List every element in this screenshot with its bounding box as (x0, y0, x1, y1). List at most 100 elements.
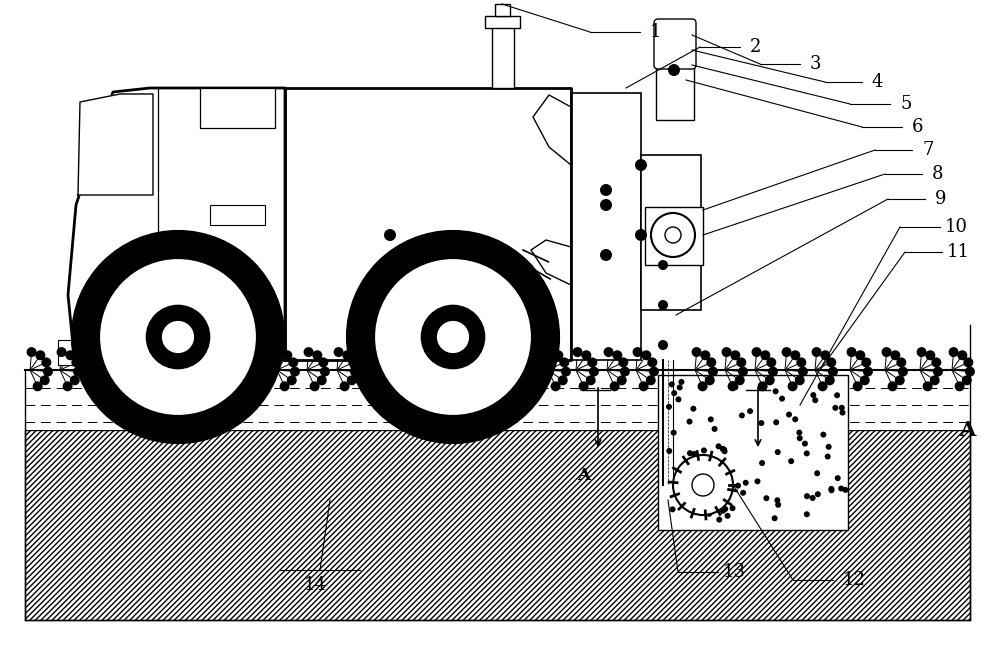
Circle shape (740, 490, 746, 496)
Text: 3: 3 (810, 55, 822, 73)
Circle shape (523, 381, 533, 392)
Circle shape (755, 478, 761, 484)
Circle shape (839, 405, 845, 411)
Circle shape (666, 404, 672, 410)
Circle shape (127, 350, 137, 360)
Circle shape (559, 357, 569, 367)
Circle shape (318, 357, 328, 367)
Circle shape (722, 506, 728, 512)
Circle shape (436, 320, 470, 354)
Circle shape (818, 381, 828, 392)
Circle shape (160, 375, 170, 385)
Circle shape (838, 486, 844, 491)
Circle shape (671, 430, 677, 436)
Circle shape (730, 350, 740, 360)
Circle shape (768, 367, 778, 376)
Circle shape (690, 405, 696, 412)
Circle shape (853, 381, 863, 392)
Circle shape (706, 511, 712, 517)
Circle shape (834, 392, 840, 398)
Circle shape (553, 350, 563, 360)
Circle shape (917, 347, 927, 357)
Text: 12: 12 (843, 571, 866, 589)
Circle shape (95, 381, 105, 392)
Circle shape (146, 306, 210, 369)
Text: 6: 6 (912, 118, 924, 136)
Circle shape (669, 381, 675, 388)
Circle shape (701, 447, 707, 453)
Circle shape (384, 229, 396, 241)
Circle shape (99, 258, 257, 416)
Circle shape (842, 487, 848, 493)
Circle shape (775, 502, 781, 508)
Circle shape (673, 475, 679, 481)
Circle shape (586, 375, 596, 385)
Circle shape (797, 435, 803, 442)
Circle shape (825, 375, 835, 385)
Text: 1: 1 (650, 23, 662, 41)
Circle shape (658, 340, 668, 350)
Circle shape (612, 350, 622, 360)
Circle shape (561, 367, 571, 376)
Circle shape (705, 375, 715, 385)
Circle shape (395, 350, 405, 360)
Circle shape (495, 350, 505, 360)
Circle shape (40, 375, 50, 385)
Circle shape (820, 432, 826, 438)
Circle shape (288, 357, 298, 367)
Circle shape (310, 381, 320, 392)
Circle shape (923, 381, 933, 392)
Circle shape (804, 493, 810, 499)
Circle shape (604, 347, 614, 357)
Circle shape (788, 381, 798, 392)
Circle shape (35, 350, 45, 360)
Circle shape (135, 367, 145, 376)
Circle shape (581, 350, 591, 360)
Circle shape (804, 511, 810, 517)
Circle shape (501, 357, 511, 367)
Circle shape (790, 350, 800, 360)
Circle shape (258, 375, 268, 385)
Circle shape (525, 350, 535, 360)
Circle shape (962, 375, 972, 385)
Circle shape (487, 347, 497, 357)
Bar (645, 207, 703, 265)
Circle shape (105, 367, 115, 376)
Circle shape (370, 350, 380, 360)
Circle shape (350, 367, 360, 376)
Circle shape (863, 367, 873, 376)
Circle shape (692, 347, 702, 357)
Bar (495, 4, 510, 16)
Circle shape (895, 375, 905, 385)
Circle shape (600, 249, 612, 261)
Circle shape (795, 375, 805, 385)
Circle shape (898, 367, 908, 376)
Circle shape (401, 357, 411, 367)
Circle shape (788, 458, 794, 464)
Circle shape (348, 232, 558, 442)
Circle shape (251, 381, 261, 392)
Circle shape (828, 487, 834, 493)
Circle shape (641, 350, 651, 360)
Circle shape (931, 357, 941, 367)
Circle shape (765, 375, 775, 385)
Circle shape (738, 367, 748, 376)
Circle shape (531, 357, 541, 367)
Bar (641, 155, 701, 310)
Circle shape (387, 347, 397, 357)
Circle shape (312, 350, 322, 360)
FancyBboxPatch shape (654, 19, 696, 69)
Circle shape (43, 367, 53, 376)
Circle shape (41, 357, 51, 367)
Circle shape (826, 443, 832, 450)
Text: A: A (578, 466, 590, 484)
Circle shape (161, 357, 171, 367)
Circle shape (760, 350, 770, 360)
Circle shape (712, 426, 718, 432)
Circle shape (743, 480, 749, 486)
Circle shape (691, 451, 697, 457)
Circle shape (617, 375, 627, 385)
Circle shape (681, 493, 687, 499)
Circle shape (317, 375, 327, 385)
Circle shape (362, 347, 372, 357)
